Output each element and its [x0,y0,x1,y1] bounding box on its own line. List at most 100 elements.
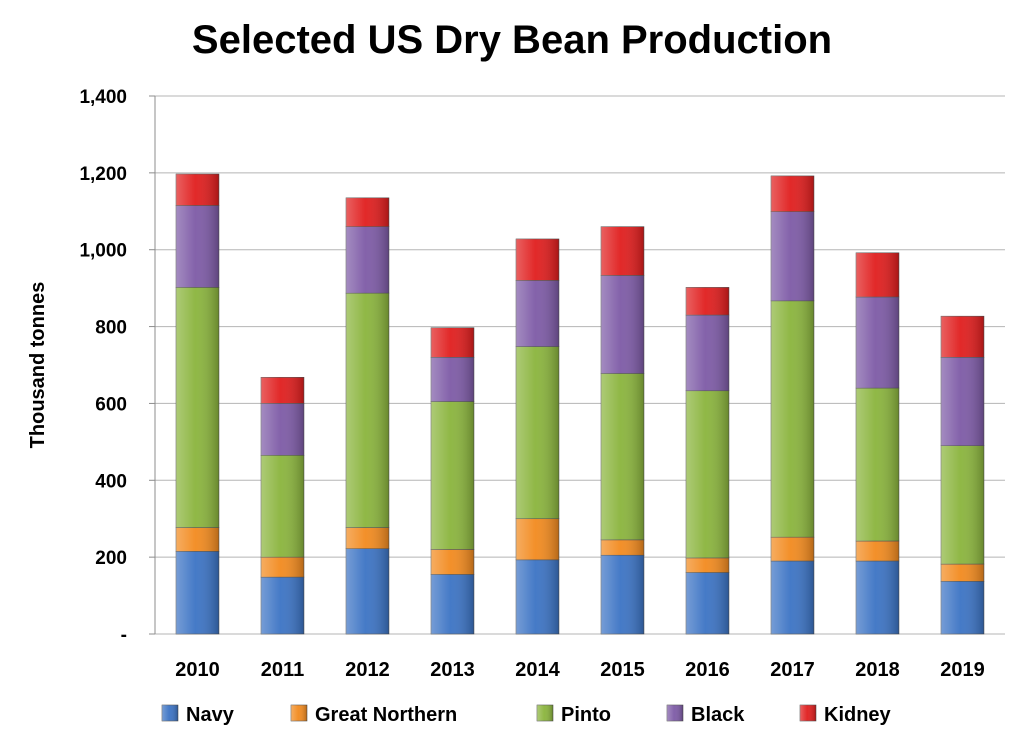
bar-shading [856,252,899,297]
y-tick-label: 800 [95,318,127,339]
x-axis-ticks: 2010 2011 2012 2013 2014 2015 2016 2017 2018 2019 [175,659,985,681]
legend-swatch-shading [800,705,816,721]
legend-label: Great Northern [315,704,457,726]
bar-shading [856,560,899,634]
x-tick-label: 2013 [430,659,475,681]
bar-shading [516,238,559,281]
bar-shading [771,300,814,538]
bar-shading [771,537,814,561]
legend-item-kidney: Kidney [799,704,892,726]
legend-item-great-northern: Great Northern [290,704,457,726]
bar-shading [346,548,389,634]
bar-shading [346,293,389,528]
bar-shading [431,401,474,550]
x-tick-label: 2012 [345,659,390,681]
bar-stack-2013 [430,327,475,635]
bar-shading [601,539,644,556]
bar-shading [941,445,984,565]
x-tick-label: 2014 [515,659,560,681]
bar-shading [686,315,729,391]
legend-label: Black [691,704,745,726]
y-tick-label: 1,400 [79,87,127,108]
bar-shading [516,280,559,347]
x-tick-label: 2019 [940,659,985,681]
bar-shading [346,527,389,549]
bar-shading [176,551,219,634]
bar-shading [771,211,814,301]
x-tick-label: 2018 [855,659,900,681]
legend-label: Navy [186,704,235,726]
bar-shading [686,287,729,316]
bar-stack-2019 [940,315,985,635]
bar-shading [601,373,644,540]
bar-shading [261,377,304,404]
bar-shading [686,557,729,573]
bar-shading [346,226,389,294]
bar-shading [346,197,389,227]
bar-stack-2014 [515,238,560,635]
bar-stack-2017 [770,175,815,635]
bar-stack-2015 [600,226,645,635]
legend-item-pinto: Pinto [536,704,611,726]
bar-shading [686,572,729,634]
bar-shading [176,287,219,528]
legend-label: Pinto [561,704,611,726]
y-axis-ticks: - 200 400 600 800 1,000 1,200 1,400 [79,87,127,646]
bar-shading [431,327,474,358]
legend-swatch-shading [537,705,553,721]
bar-shading [941,357,984,446]
legend: Navy Great Northern Pinto Black Kidney [161,704,892,726]
bar-shading [941,316,984,358]
y-tick-label: 1,200 [79,164,127,185]
bar-shading [601,226,644,276]
legend-item-navy: Navy [161,704,235,726]
bar-shading [771,175,814,212]
y-axis-label: Thousand tonnes [27,282,49,449]
x-tick-label: 2015 [600,659,645,681]
bar-shading [601,275,644,374]
bar-shading [431,574,474,634]
x-tick-label: 2011 [261,659,304,681]
bar-shading [431,549,474,575]
bar-stack-2011 [260,376,305,635]
y-tick-label: 200 [95,548,127,569]
bar-shading [261,455,304,558]
bar-shading [516,559,559,634]
bar-stack-2016 [685,287,730,635]
chart-title: Selected US Dry Bean Production [191,18,833,62]
legend-swatch-shading [162,705,178,721]
bar-shading [516,518,559,560]
bar-stack-2010 [175,173,220,635]
bar-shading [686,390,729,558]
bar-shading [771,560,814,634]
bar-shading [516,346,559,519]
bar-shading [261,557,304,578]
y-tick-label: 600 [95,394,127,415]
legend-item-black: Black [666,704,745,726]
bar-shading [431,357,474,402]
y-tick-label: 400 [95,471,127,492]
bar-shading [856,388,899,542]
bar-shading [941,564,984,582]
legend-label: Kidney [824,704,892,726]
bar-shading [856,296,899,389]
bar-stack-2018 [855,252,900,635]
bar-shading [601,555,644,634]
legend-swatch-shading [667,705,683,721]
bar-shading [176,205,219,288]
bar-shading [856,541,899,561]
bar-shading [261,577,304,634]
x-tick-label: 2010 [175,659,220,681]
legend-swatch-shading [291,705,307,721]
x-tick-label: 2016 [685,659,730,681]
bar-shading [176,174,219,206]
bar-stack-2012 [345,197,390,635]
bar-shading [261,403,304,456]
y-tick-label: 1,000 [79,241,127,262]
bar-shading [176,527,219,552]
bars [175,173,985,635]
x-tick-label: 2017 [770,659,815,681]
y-tick-label: - [121,625,127,646]
bar-shading [941,581,984,634]
